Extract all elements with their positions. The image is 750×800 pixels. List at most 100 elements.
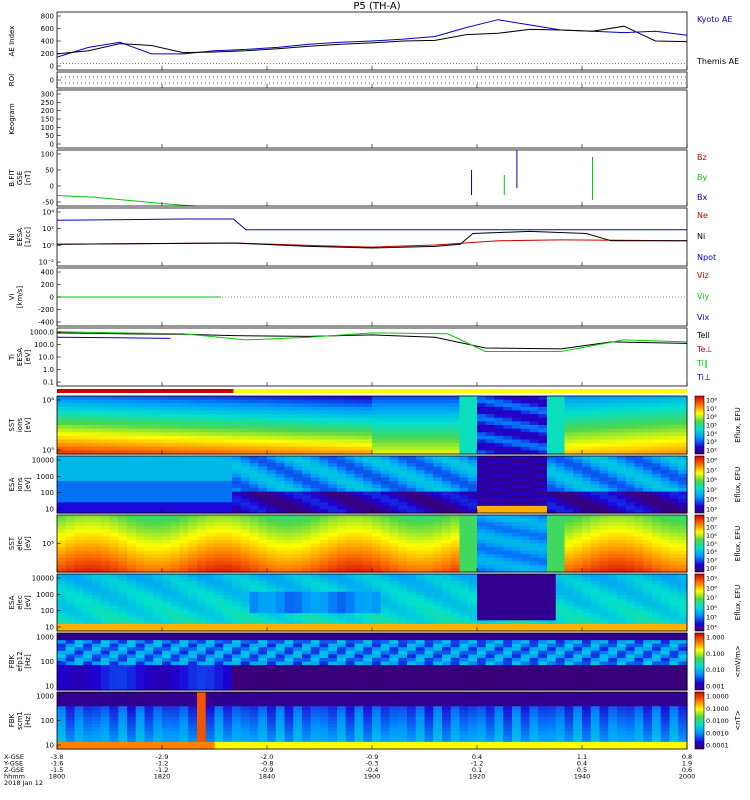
sst_elec-cell (223, 554, 233, 559)
sst_elec-cell (520, 561, 531, 566)
esa_ion-cell (214, 495, 224, 500)
sst_ion-cell (389, 403, 399, 408)
sst_elec-cell (643, 532, 653, 537)
esa_ion-cell (135, 456, 146, 461)
sst_ion-cell (433, 403, 443, 408)
esa_elec-cell (424, 577, 434, 582)
sst_ion-cell (232, 421, 242, 426)
sst_elec-cell (477, 518, 487, 523)
sst_ion-cell (372, 435, 382, 441)
esa_ion-cell (100, 477, 111, 482)
sst_elec-cell (275, 554, 286, 559)
sst_elec-cell (450, 543, 461, 548)
sst_ion-cell (660, 450, 671, 455)
sst_elec-cell (608, 543, 618, 548)
esa_elec-cell (380, 591, 391, 596)
sst_ion-cell (205, 414, 216, 419)
esa_elec-cell (319, 627, 329, 632)
esa_ion-cell (214, 502, 224, 507)
sst_ion-cell (634, 428, 644, 433)
esa_elec-cell (214, 602, 224, 607)
esa_elec-cell (389, 595, 399, 600)
esa_ion-cell (109, 466, 119, 471)
sst_elec-cell (258, 529, 268, 534)
esa_elec-cell (57, 627, 67, 632)
sst_ion-cell (442, 403, 452, 408)
esa_ion-cell (92, 505, 102, 511)
esa_ion-cell (284, 502, 294, 507)
esa_ion-cell (328, 502, 338, 507)
esa_ion-cell (582, 488, 592, 493)
esa_elec-cell (590, 577, 601, 582)
sst_elec-cell (65, 550, 76, 555)
esa_ion-cell (608, 498, 618, 503)
esa_elec-cell (188, 602, 198, 607)
sst_elec-cell (634, 564, 644, 570)
esa_elec-cell (275, 595, 286, 600)
sst_elec-cell (442, 532, 452, 537)
esa_ion-cell (424, 459, 434, 464)
sst_ion-cell (442, 414, 452, 419)
sst_ion-cell (232, 450, 242, 455)
esa_ion-cell (433, 498, 443, 503)
sst_ion-cell (477, 410, 487, 415)
esa_elec-cell (100, 616, 111, 621)
sst_elec-cell (310, 532, 321, 537)
sst_elec-cell (424, 529, 434, 534)
esa_ion-cell (267, 484, 277, 489)
esa_elec-cell (258, 584, 268, 589)
esa_elec-cell (83, 581, 93, 586)
esa_elec-cell (258, 609, 268, 614)
ni-ytick-label: 10⁻² (39, 259, 55, 267)
sst_ion-cell (328, 399, 338, 404)
esa_elec-cell (520, 588, 531, 593)
esa_ion-cell (249, 463, 259, 468)
sst_elec-cell (65, 515, 76, 520)
esa_elec-cell (249, 577, 259, 582)
sst_ion-cell (380, 443, 391, 448)
esa_ion-cell (415, 477, 426, 482)
sst_ion-cell (678, 406, 688, 412)
sst_ion-cell (232, 410, 242, 415)
esa_elec-cell (249, 609, 259, 614)
sst_elec-cell (345, 518, 356, 523)
esa_elec-cell (450, 574, 461, 579)
sst_ion-cell (363, 410, 373, 415)
sst_elec-cell (83, 522, 93, 527)
esa_elec-cell (503, 623, 513, 629)
esa_ion-cell (74, 491, 84, 496)
esa_elec-cell (573, 606, 583, 611)
sst_ion-cell (407, 443, 417, 448)
esa_elec-cell (83, 595, 93, 600)
sst_ion-cell (617, 414, 627, 419)
esa_elec-cell (599, 584, 609, 589)
sst_ion-cell (415, 435, 426, 441)
sst_elec-cell (65, 536, 76, 541)
esa_elec-cell (599, 623, 609, 629)
esa_elec-cell (407, 581, 417, 586)
esa_elec-cell (337, 577, 347, 582)
esa_elec-cell (57, 606, 67, 611)
esa_ion-cell (310, 502, 321, 507)
esa_ion-cell (65, 495, 76, 500)
esa_elec-cell (205, 577, 216, 582)
esa_ion-cell (660, 509, 671, 514)
sst_ion-cell (538, 425, 548, 430)
esa_ion-cell (205, 484, 216, 489)
esa_ion-cell (477, 463, 487, 468)
sst_elec-cell (468, 561, 478, 566)
sst_elec-cell (109, 550, 119, 555)
esa_ion-cell (144, 488, 154, 493)
esa_elec-cell (170, 616, 181, 621)
sst_ion-cell (319, 406, 329, 412)
sst_ion-cell (100, 432, 111, 437)
esa_elec-cell (625, 588, 636, 593)
esa_elec-cell (179, 627, 189, 632)
esa_elec-cell (520, 627, 531, 632)
ni-legend-1: Ni (697, 232, 705, 241)
esa_elec-cell (284, 598, 294, 604)
sst_ion-cell (179, 439, 189, 444)
sst_elec-cell (127, 532, 137, 537)
esa_ion-cell (669, 459, 679, 464)
esa_ion-cell (135, 470, 146, 475)
